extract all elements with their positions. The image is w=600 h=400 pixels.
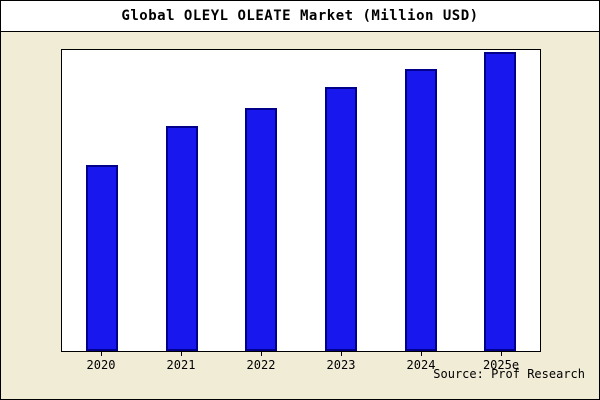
plot-area <box>61 49 541 352</box>
bar-2021 <box>165 126 198 351</box>
source-credit: Source: Prof Research <box>433 367 585 381</box>
bar-2024 <box>404 69 437 351</box>
chart-title: Global OLEYL OLEATE Market (Million USD) <box>121 8 479 24</box>
bar-2020 <box>85 165 118 351</box>
x-axis-labels: 2020 2021 2022 2023 2024 2025e <box>61 352 541 372</box>
bar-slot <box>381 50 461 351</box>
bar-2022 <box>245 108 278 351</box>
x-tick-label-2023: 2023 <box>301 352 381 372</box>
bar-slot <box>301 50 381 351</box>
bar-2025e <box>484 51 517 351</box>
bars <box>62 50 540 351</box>
bar-slot <box>142 50 222 351</box>
bar-slot <box>460 50 540 351</box>
x-tick-label-2021: 2021 <box>141 352 221 372</box>
x-tick-label-2020: 2020 <box>61 352 141 372</box>
bar-slot <box>62 50 142 351</box>
title-band: Global OLEYL OLEATE Market (Million USD) <box>1 1 599 32</box>
bar-2023 <box>324 87 357 351</box>
x-tick-label-2022: 2022 <box>221 352 301 372</box>
x-tick-label-2025e: 2025e <box>461 352 541 372</box>
x-tick-label-2024: 2024 <box>381 352 461 372</box>
bar-slot <box>221 50 301 351</box>
